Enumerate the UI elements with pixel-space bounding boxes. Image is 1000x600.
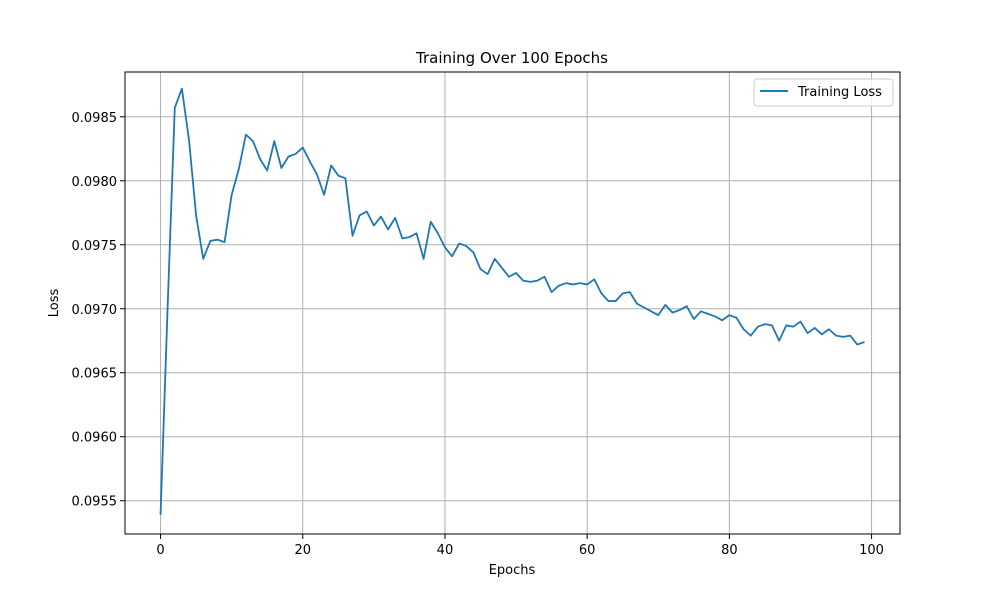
x-tick-label: 40 <box>437 543 454 558</box>
training-loss-line <box>159 87 865 515</box>
y-tick-label: 0.0975 <box>72 239 118 254</box>
grid-lines <box>125 72 900 534</box>
y-tick-label: 0.0955 <box>72 495 118 510</box>
x-tick-label: 80 <box>721 543 738 558</box>
x-axis-ticks: 0 20 40 60 80 100 <box>156 534 884 558</box>
y-axis-ticks: 0.0955 0.0960 0.0965 0.0970 0.0975 0.0980 0.09… <box>72 111 125 510</box>
x-tick-label: 100 <box>859 543 884 558</box>
y-tick-label: 0.0960 <box>72 431 118 446</box>
y-tick-label: 0.0980 <box>72 175 118 190</box>
legend: Training Loss <box>753 78 894 107</box>
y-axis-label: Loss <box>47 289 62 318</box>
plot-series <box>159 87 865 515</box>
legend-label: Training Loss <box>797 85 882 100</box>
y-tick-label: 0.0970 <box>72 303 118 318</box>
plot-frame <box>124 71 901 535</box>
x-tick-label: 20 <box>294 543 311 558</box>
x-tick-label: 60 <box>579 543 596 558</box>
x-tick-label: 0 <box>156 543 164 558</box>
legend-box <box>753 78 894 107</box>
chart-title: Training Over 100 Epochs <box>415 49 608 67</box>
y-tick-label: 0.0965 <box>72 367 118 382</box>
x-axis-label: Epochs <box>489 563 536 578</box>
y-tick-label: 0.0985 <box>72 111 118 126</box>
